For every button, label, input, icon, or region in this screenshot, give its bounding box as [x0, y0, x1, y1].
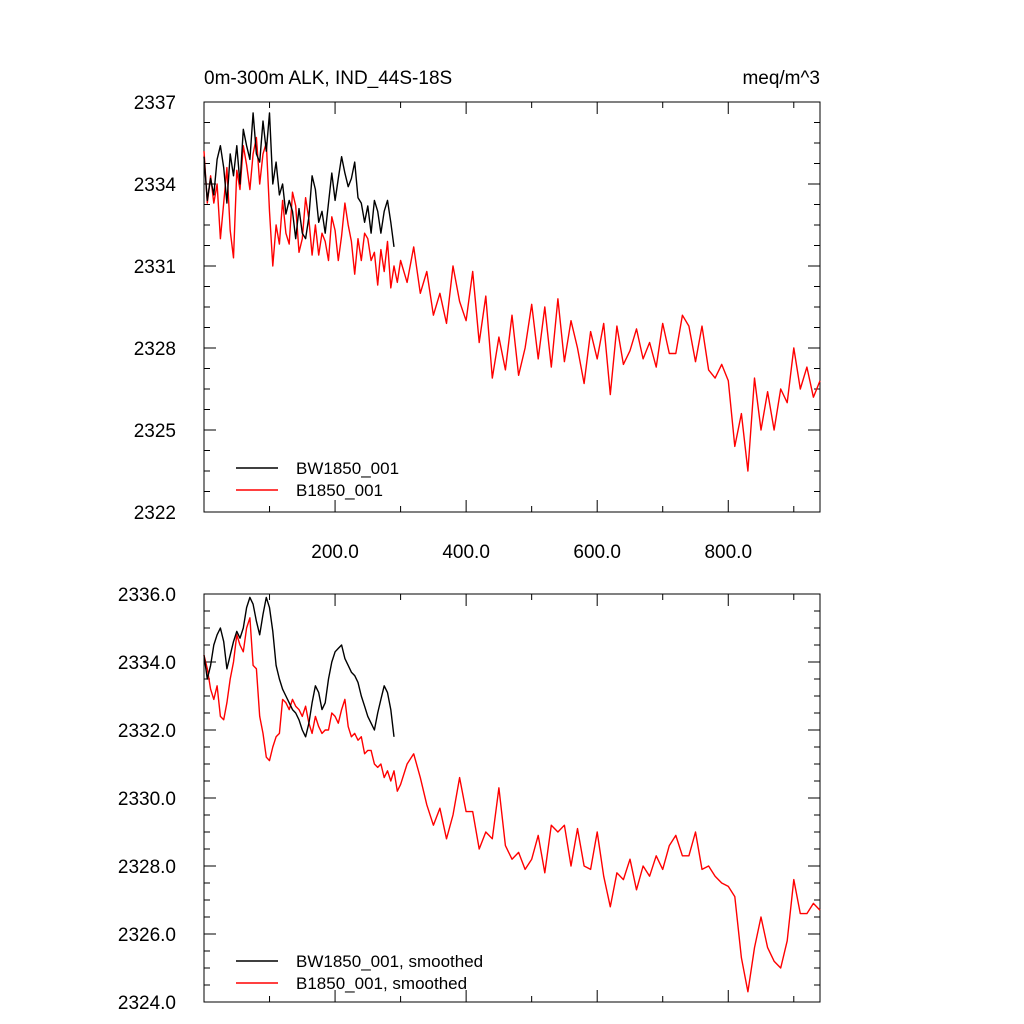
legend-top: BW1850_001 B1850_001 [236, 459, 399, 500]
axis-ticks-bottom: 2336.0 2334.0 2332.0 2330.0 2328.0 2326.0 2324… [118, 585, 820, 1014]
x-tick-label: 800.0 [704, 542, 752, 563]
legend-bottom: BW1850_001, smoothed B1850_001, smoothed [236, 952, 483, 993]
series-lines-bottom [203, 596, 821, 993]
legend-label: BW1850_001 [296, 459, 399, 478]
y-tick-label: 2331 [134, 257, 176, 278]
y-tick-label: 2337 [134, 93, 176, 114]
y-tick-label: 2322 [134, 503, 176, 524]
series-lines-top [203, 112, 821, 472]
legend-label: B1850_001, smoothed [296, 974, 467, 993]
y-tick-label: 2326.0 [118, 925, 176, 946]
y-tick-label: 2334 [134, 175, 177, 196]
y-tick-label: 2336.0 [118, 585, 176, 606]
y-tick-label: 2325 [134, 421, 176, 442]
x-tick-label: 600.0 [573, 542, 621, 563]
chart-units: meq/m^3 [742, 68, 820, 89]
legend-label: B1850_001 [296, 481, 383, 500]
y-tick-label: 2330.0 [118, 789, 176, 810]
y-tick-label: 2332.0 [118, 721, 176, 742]
series-line-1 [203, 617, 821, 993]
top-chart: 0m-300m ALK, IND_44S-18S meq/m^3 2337233… [134, 68, 821, 563]
series-line-1 [203, 136, 821, 472]
y-tick-label: 2328 [134, 339, 176, 360]
y-tick-label: 2328.0 [118, 857, 176, 878]
y-tick-label: 2324.0 [118, 993, 176, 1014]
chart-title: 0m-300m ALK, IND_44S-18S [204, 68, 452, 89]
series-line-0 [203, 596, 395, 738]
x-tick-label: 200.0 [311, 542, 359, 563]
plot-frame-top [203, 101, 821, 513]
y-tick-label: 2334.0 [118, 653, 176, 674]
bottom-chart: 2336.0 2334.0 2332.0 2330.0 2328.0 2326.0 2324… [118, 585, 821, 1014]
x-tick-label: 400.0 [442, 542, 490, 563]
axis-ticks-top: 2337 2334 2331 2328 2325 2322 200.0 400.0 600.0 8… [134, 93, 820, 563]
series-line-0 [203, 112, 395, 247]
legend-label: BW1850_001, smoothed [296, 952, 483, 971]
plot-frame-bottom [203, 593, 821, 1003]
